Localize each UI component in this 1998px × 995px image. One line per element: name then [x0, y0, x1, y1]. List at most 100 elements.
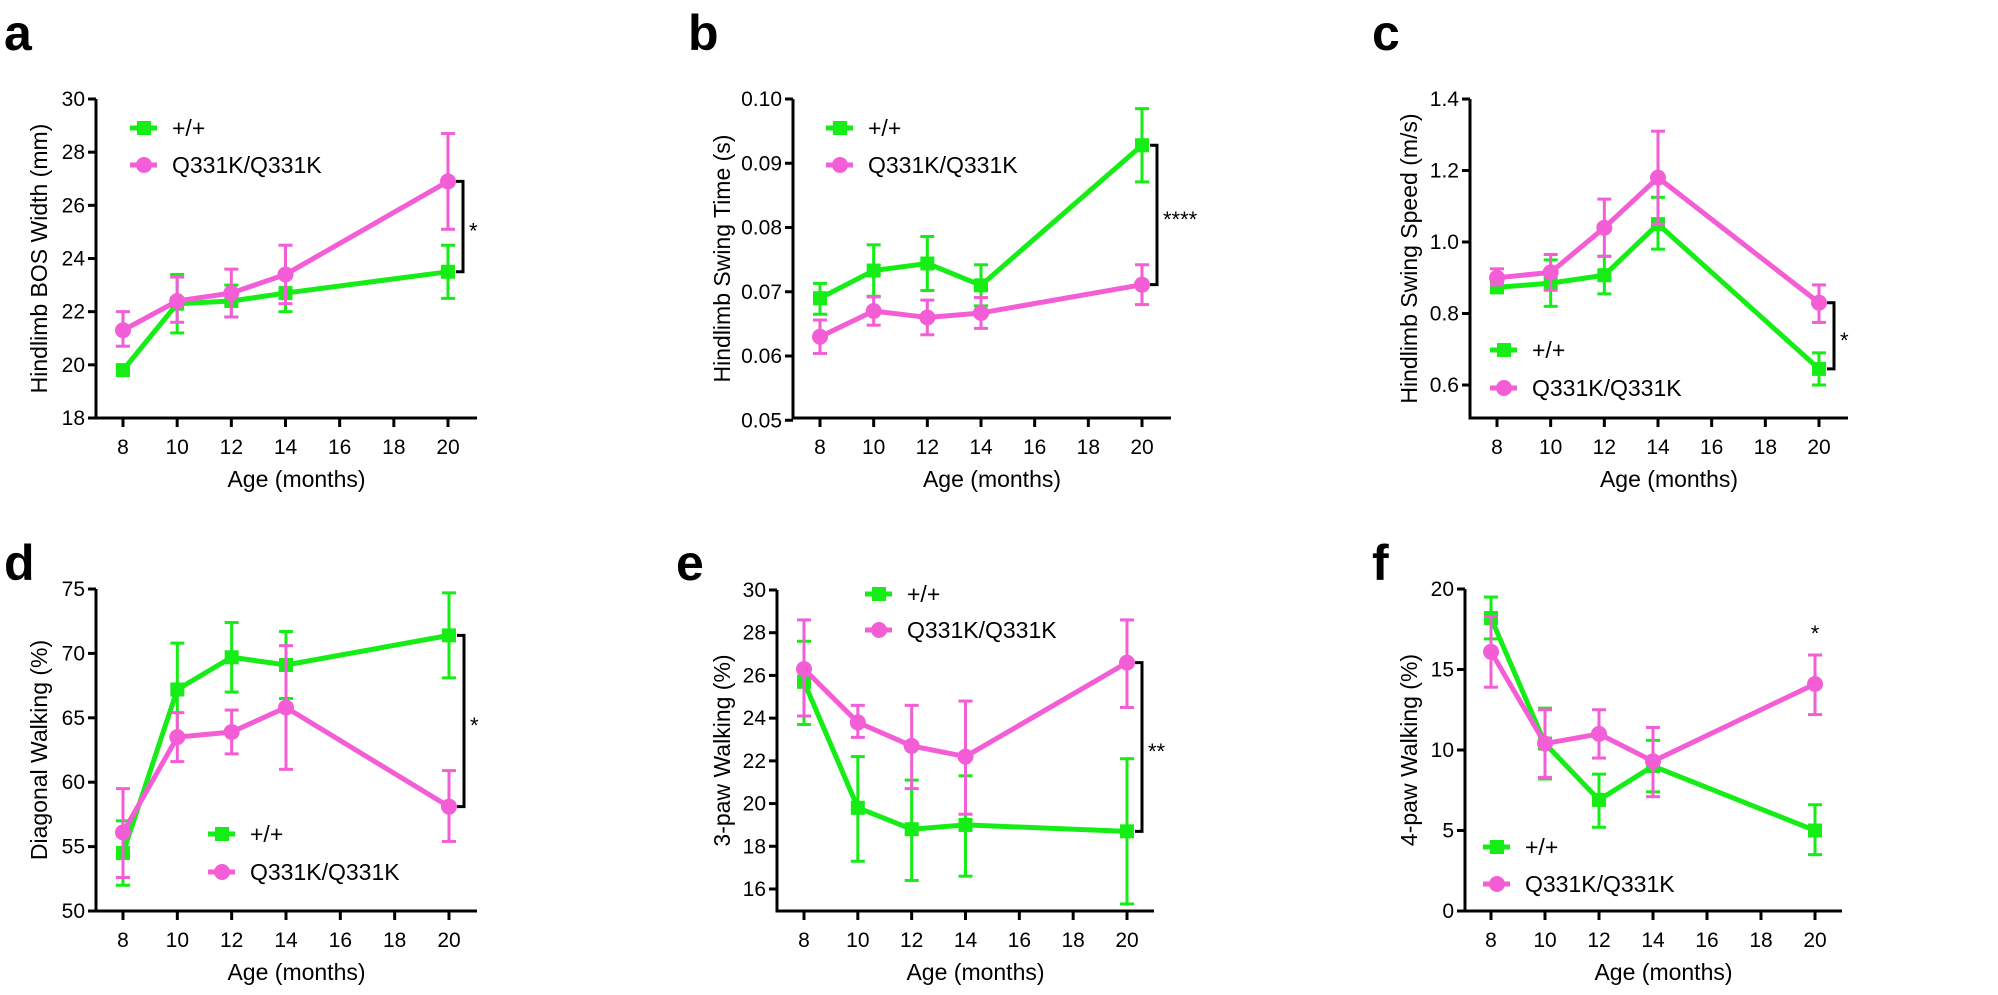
x-tick-label: 8 [798, 929, 810, 952]
data-point [115, 824, 131, 841]
x-tick-label: 18 [382, 436, 405, 459]
data-point [169, 729, 186, 746]
x-axis-title: Age (months) [227, 466, 365, 492]
panel-letter: a [4, 5, 33, 61]
data-point [1537, 735, 1553, 752]
data-point [903, 737, 920, 754]
x-tick-label: 16 [1695, 929, 1718, 952]
series-wild-type [813, 107, 1149, 316]
x-tick-label: 18 [1077, 436, 1100, 459]
data-point [919, 309, 936, 326]
data-point [116, 363, 130, 378]
x-tick-label: 20 [1807, 436, 1830, 459]
x-tick-label: 20 [437, 929, 460, 952]
panel-b: b 0.05 0.06 0.07 0.08 0.09 0.10 8 10 12 14 16 18 20 Ag… [688, 5, 1198, 492]
y-axis-title: Diagonal Walking (%) [26, 640, 52, 860]
x-tick-label: 14 [954, 929, 978, 952]
data-point [1135, 138, 1149, 153]
legend-item: +/+ [130, 115, 205, 141]
legend-item: Q331K/Q331K [865, 617, 1057, 643]
x-tick-label: 12 [1593, 436, 1616, 459]
panel-letter: f [1372, 535, 1389, 591]
data-point [1592, 792, 1606, 807]
legend-label: Q331K/Q331K [907, 617, 1057, 643]
y-tick-label: 26 [743, 664, 766, 687]
y-tick-label: 70 [62, 642, 85, 665]
y-tick-label: 1.2 [1430, 160, 1459, 183]
x-tick-label: 10 [1539, 436, 1562, 459]
series-mutant [812, 263, 1150, 355]
data-point [974, 278, 988, 293]
legend-item: +/+ [826, 115, 901, 141]
y-tick-label: 0.07 [741, 281, 782, 304]
data-point [958, 817, 973, 832]
data-point [441, 264, 455, 279]
x-tick-label: 14 [1641, 929, 1665, 952]
x-tick-label: 8 [1485, 929, 1497, 952]
legend-marker [1496, 380, 1512, 396]
data-point [170, 682, 185, 697]
y-axis-title: Hindlimb BOS Width (mm) [26, 124, 52, 394]
y-tick-label: 0.08 [741, 217, 782, 240]
significance-bracket [1135, 661, 1144, 833]
data-point [1119, 654, 1135, 671]
x-tick-label: 18 [1061, 929, 1084, 952]
y-tick-label: 30 [62, 88, 85, 111]
legend-marker [215, 827, 229, 841]
y-tick-label: 55 [62, 836, 85, 859]
x-tick-label: 16 [1008, 929, 1031, 952]
x-tick-label: 16 [328, 436, 351, 459]
y-tick-label: 75 [62, 578, 85, 601]
series-mutant [796, 618, 1135, 816]
legend-label: Q331K/Q331K [868, 152, 1018, 178]
data-point [1483, 643, 1499, 660]
data-point [1489, 269, 1505, 286]
data-point [850, 800, 865, 815]
data-point [865, 303, 882, 320]
data-point [920, 256, 935, 271]
series-line [1488, 616, 1816, 833]
y-axis-title: Hindlimb Swing Speed (m/s) [1396, 113, 1422, 403]
x-tick-label: 10 [1533, 929, 1556, 952]
y-tick-label: 0.09 [741, 152, 782, 175]
x-tick-label: 12 [220, 929, 243, 952]
y-tick-label: 0.05 [741, 409, 782, 432]
legend-marker [1497, 343, 1511, 357]
y-tick-label: 50 [62, 900, 85, 923]
x-axis-title: Age (months) [1600, 466, 1738, 492]
y-tick-label: 24 [743, 707, 767, 730]
legend-label: Q331K/Q331K [172, 152, 322, 178]
x-tick-label: 14 [274, 436, 298, 459]
legend-marker [136, 157, 152, 173]
y-tick-label: 18 [743, 835, 766, 858]
legend-item: Q331K/Q331K [130, 152, 322, 178]
data-point [973, 304, 989, 321]
data-point [1597, 268, 1612, 283]
x-tick-label: 14 [274, 929, 298, 952]
legend-label: Q331K/Q331K [1525, 871, 1675, 897]
y-tick-label: 26 [62, 194, 85, 217]
x-tick-label: 18 [383, 929, 406, 952]
legend-marker [1490, 840, 1504, 854]
data-point [1811, 294, 1827, 311]
y-tick-label: 20 [62, 354, 85, 377]
x-tick-label: 18 [1754, 436, 1777, 459]
series-mutant [115, 132, 456, 348]
data-point [441, 798, 457, 815]
legend-label: +/+ [1525, 834, 1558, 860]
legend-label: Q331K/Q331K [1532, 375, 1682, 401]
legend-label: +/+ [172, 115, 205, 141]
x-tick-label: 14 [1646, 436, 1670, 459]
data-point [1808, 823, 1822, 838]
significance-label: **** [1163, 207, 1198, 232]
panel-letter: e [676, 535, 704, 591]
data-point [1645, 753, 1661, 770]
legend-item: +/+ [865, 581, 940, 607]
panel-letter: d [4, 535, 35, 591]
x-tick-label: 18 [1749, 929, 1772, 952]
significance-label: * [469, 219, 478, 244]
x-tick-label: 20 [1115, 929, 1138, 952]
x-tick-label: 20 [1130, 436, 1153, 459]
data-point [1807, 675, 1823, 692]
panel-f: f 0 5 10 15 20 8 10 12 14 16 18 20 Age (months) 4-paw … [1372, 535, 1842, 985]
